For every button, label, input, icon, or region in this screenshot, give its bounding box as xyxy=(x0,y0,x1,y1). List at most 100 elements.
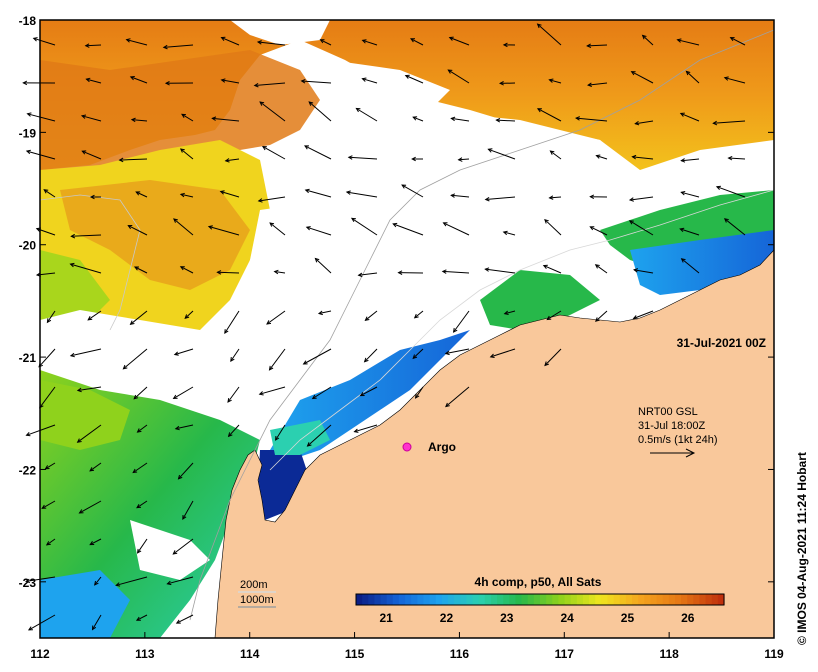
contour-west xyxy=(40,194,141,331)
current-arrow-head xyxy=(184,314,190,319)
current-arrow-head xyxy=(361,77,367,82)
lon-tick-label: 115 xyxy=(345,647,365,661)
current-arrow-head xyxy=(91,625,97,631)
current-arrow xyxy=(490,348,516,358)
colorbar-segment xyxy=(540,594,547,605)
current-arrow xyxy=(262,146,286,160)
current-arrow xyxy=(445,348,470,354)
current-arrow xyxy=(496,119,516,122)
current-arrow xyxy=(537,23,562,46)
colorbar-segment xyxy=(699,594,707,605)
current-arrow-head xyxy=(363,357,369,363)
current-arrow-head xyxy=(542,264,548,270)
current-arrow-head xyxy=(679,227,685,233)
current-arrow-head xyxy=(495,118,501,123)
current-arrow-head xyxy=(314,257,320,263)
current-arrow-head xyxy=(136,548,142,554)
current-arrow-head xyxy=(253,82,259,88)
current-arrow xyxy=(686,71,700,84)
current-arrow-head xyxy=(41,504,47,509)
current-arrow-head xyxy=(87,316,93,321)
current-arrow-head xyxy=(628,197,634,202)
longitude-axis: 112 113 114 115 116 117 118 119 xyxy=(30,632,784,661)
warm-core xyxy=(40,50,320,180)
current-arrow xyxy=(131,119,148,122)
current-arrow-head xyxy=(450,193,456,198)
current-arrow xyxy=(543,265,562,274)
current-arrow xyxy=(85,44,102,47)
current-arrow xyxy=(449,37,470,46)
current-arrow-head xyxy=(727,155,733,161)
current-arrow xyxy=(485,268,516,274)
current-arrow xyxy=(724,77,746,84)
current-arrow xyxy=(308,101,332,122)
current-arrow-head xyxy=(25,578,31,584)
current-arrow xyxy=(79,500,102,514)
cloud-patch xyxy=(230,20,330,45)
current-arrow xyxy=(180,266,194,274)
colorbar-segment xyxy=(484,594,492,605)
lon-tick-label: 116 xyxy=(450,647,470,661)
current-arrow-head xyxy=(457,157,463,162)
colorbar-segment xyxy=(362,594,369,605)
colorbar-segment xyxy=(472,594,480,605)
current-arrow xyxy=(634,269,654,274)
current-arrow-head xyxy=(129,320,135,325)
current-arrow-head xyxy=(127,225,133,230)
current-arrow xyxy=(681,158,700,162)
current-arrow-head xyxy=(712,120,718,126)
current-arrow-head xyxy=(43,189,49,194)
current-arrow-head xyxy=(220,36,226,42)
current-arrow xyxy=(305,189,332,198)
current-arrow-head xyxy=(544,218,549,224)
current-arrow-head xyxy=(628,220,634,225)
current-arrow-head xyxy=(164,81,170,86)
current-arrow-head xyxy=(216,270,222,275)
current-arrow-head xyxy=(84,43,90,48)
current-arrow-head xyxy=(179,192,185,198)
current-arrow xyxy=(77,386,102,391)
current-arrow xyxy=(354,424,378,433)
blue-patch-sw xyxy=(40,570,130,638)
current-arrow-head xyxy=(586,43,592,48)
current-arrow-head xyxy=(359,392,365,397)
current-arrow-head xyxy=(448,36,454,41)
contour-1000m xyxy=(189,29,774,621)
current-arrow-head xyxy=(442,222,448,227)
colorbar-segment xyxy=(398,594,406,605)
current-arrow-head xyxy=(26,112,32,117)
sst-field xyxy=(40,20,774,638)
current-arrow-head xyxy=(173,218,178,223)
current-arrow xyxy=(217,271,240,274)
current-arrow-head xyxy=(85,77,91,83)
lon-tick-label: 118 xyxy=(659,647,679,661)
current-arrow xyxy=(544,219,562,236)
land-mass xyxy=(214,249,774,638)
current-arrow xyxy=(451,194,470,198)
current-arrow xyxy=(680,112,700,122)
current-arrow-head xyxy=(80,114,87,119)
current-arrow xyxy=(137,538,148,554)
current-arrow-head xyxy=(502,42,508,48)
latitude-axis: -18 -19 -20 -21 -22 -23 xyxy=(19,14,774,590)
colorbar-segment xyxy=(656,594,664,605)
lat-tick-label: -19 xyxy=(19,126,37,140)
current-arrow xyxy=(304,145,332,160)
colorbar-segment xyxy=(681,594,688,605)
colorbar-segment xyxy=(515,594,523,605)
current-arrow-head xyxy=(484,267,490,272)
colorbar-title: 4h comp, p50, All Sats xyxy=(475,575,602,589)
current-arrow-head xyxy=(25,432,31,437)
lat-tick-label: -23 xyxy=(19,576,37,590)
current-arrow-head xyxy=(179,266,185,271)
current-arrow xyxy=(550,150,562,160)
colorbar-segment xyxy=(429,594,437,605)
current-arrow xyxy=(94,576,102,586)
colorbar-segment xyxy=(693,594,701,605)
current-arrow xyxy=(360,386,378,397)
current-arrow xyxy=(221,37,240,46)
current-arrow-head xyxy=(304,188,310,194)
current-arrow-head xyxy=(257,198,263,203)
current-arrow-head xyxy=(69,352,75,358)
current-arrow-head xyxy=(441,269,447,274)
